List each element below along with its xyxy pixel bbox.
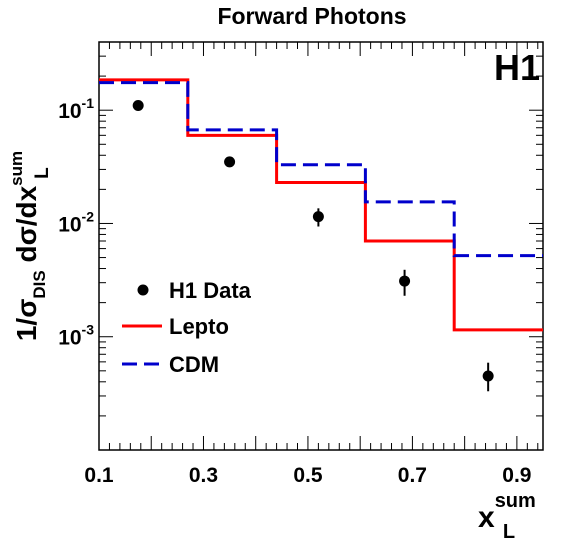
series-lepto-line	[99, 78, 543, 332]
legend-marker-data	[137, 284, 149, 296]
legend-label: H1 Data	[169, 278, 252, 303]
y-tick-labels: 10-1 10-2 10-3	[58, 95, 94, 350]
y-tick-label: 10-2	[58, 208, 94, 236]
x-tick-label: 0.9	[502, 464, 531, 487]
x-tick-label: 0.3	[189, 464, 218, 487]
legend-label: CDM	[169, 352, 219, 377]
series-group	[99, 78, 543, 392]
data-point	[399, 275, 411, 287]
x-tick-labels: 0.1 0.3 0.5 0.7 0.9	[84, 464, 531, 487]
y-axis-label-prefix: 1/σ	[11, 299, 42, 342]
chart-title: Forward Photons	[217, 3, 406, 29]
x-axis-label-sub: L	[503, 521, 515, 543]
y-tick-label: 10-3	[58, 322, 94, 350]
y-axis-label-sub: L	[32, 167, 53, 179]
plot-frame	[98, 41, 544, 451]
x-axis-label: xsum L	[478, 490, 536, 543]
data-point	[224, 156, 236, 168]
series-cdm-line	[99, 81, 543, 258]
x-tick-label: 0.1	[84, 464, 114, 487]
y-axis-label-sup: sum	[7, 151, 26, 186]
axis-ticks	[99, 41, 543, 451]
legend: H1 Data Lepto CDM	[122, 278, 252, 377]
y-axis-label-middle: dσ/dx	[11, 185, 42, 270]
data-point	[312, 211, 324, 223]
x-tick-label: 0.5	[293, 464, 323, 487]
x-axis-label-sup: sum	[495, 490, 536, 512]
y-tick-label: 10-1	[58, 95, 94, 123]
y-axis-label-prefix-sub: DIS	[30, 270, 49, 298]
legend-label: Lepto	[169, 314, 229, 339]
x-tick-label: 0.7	[398, 464, 427, 487]
data-point	[482, 370, 494, 382]
data-point	[132, 100, 144, 112]
x-axis-label-base: x	[478, 501, 495, 534]
y-axis-label: 1/σDIS dσ/dxsum L	[7, 151, 53, 341]
